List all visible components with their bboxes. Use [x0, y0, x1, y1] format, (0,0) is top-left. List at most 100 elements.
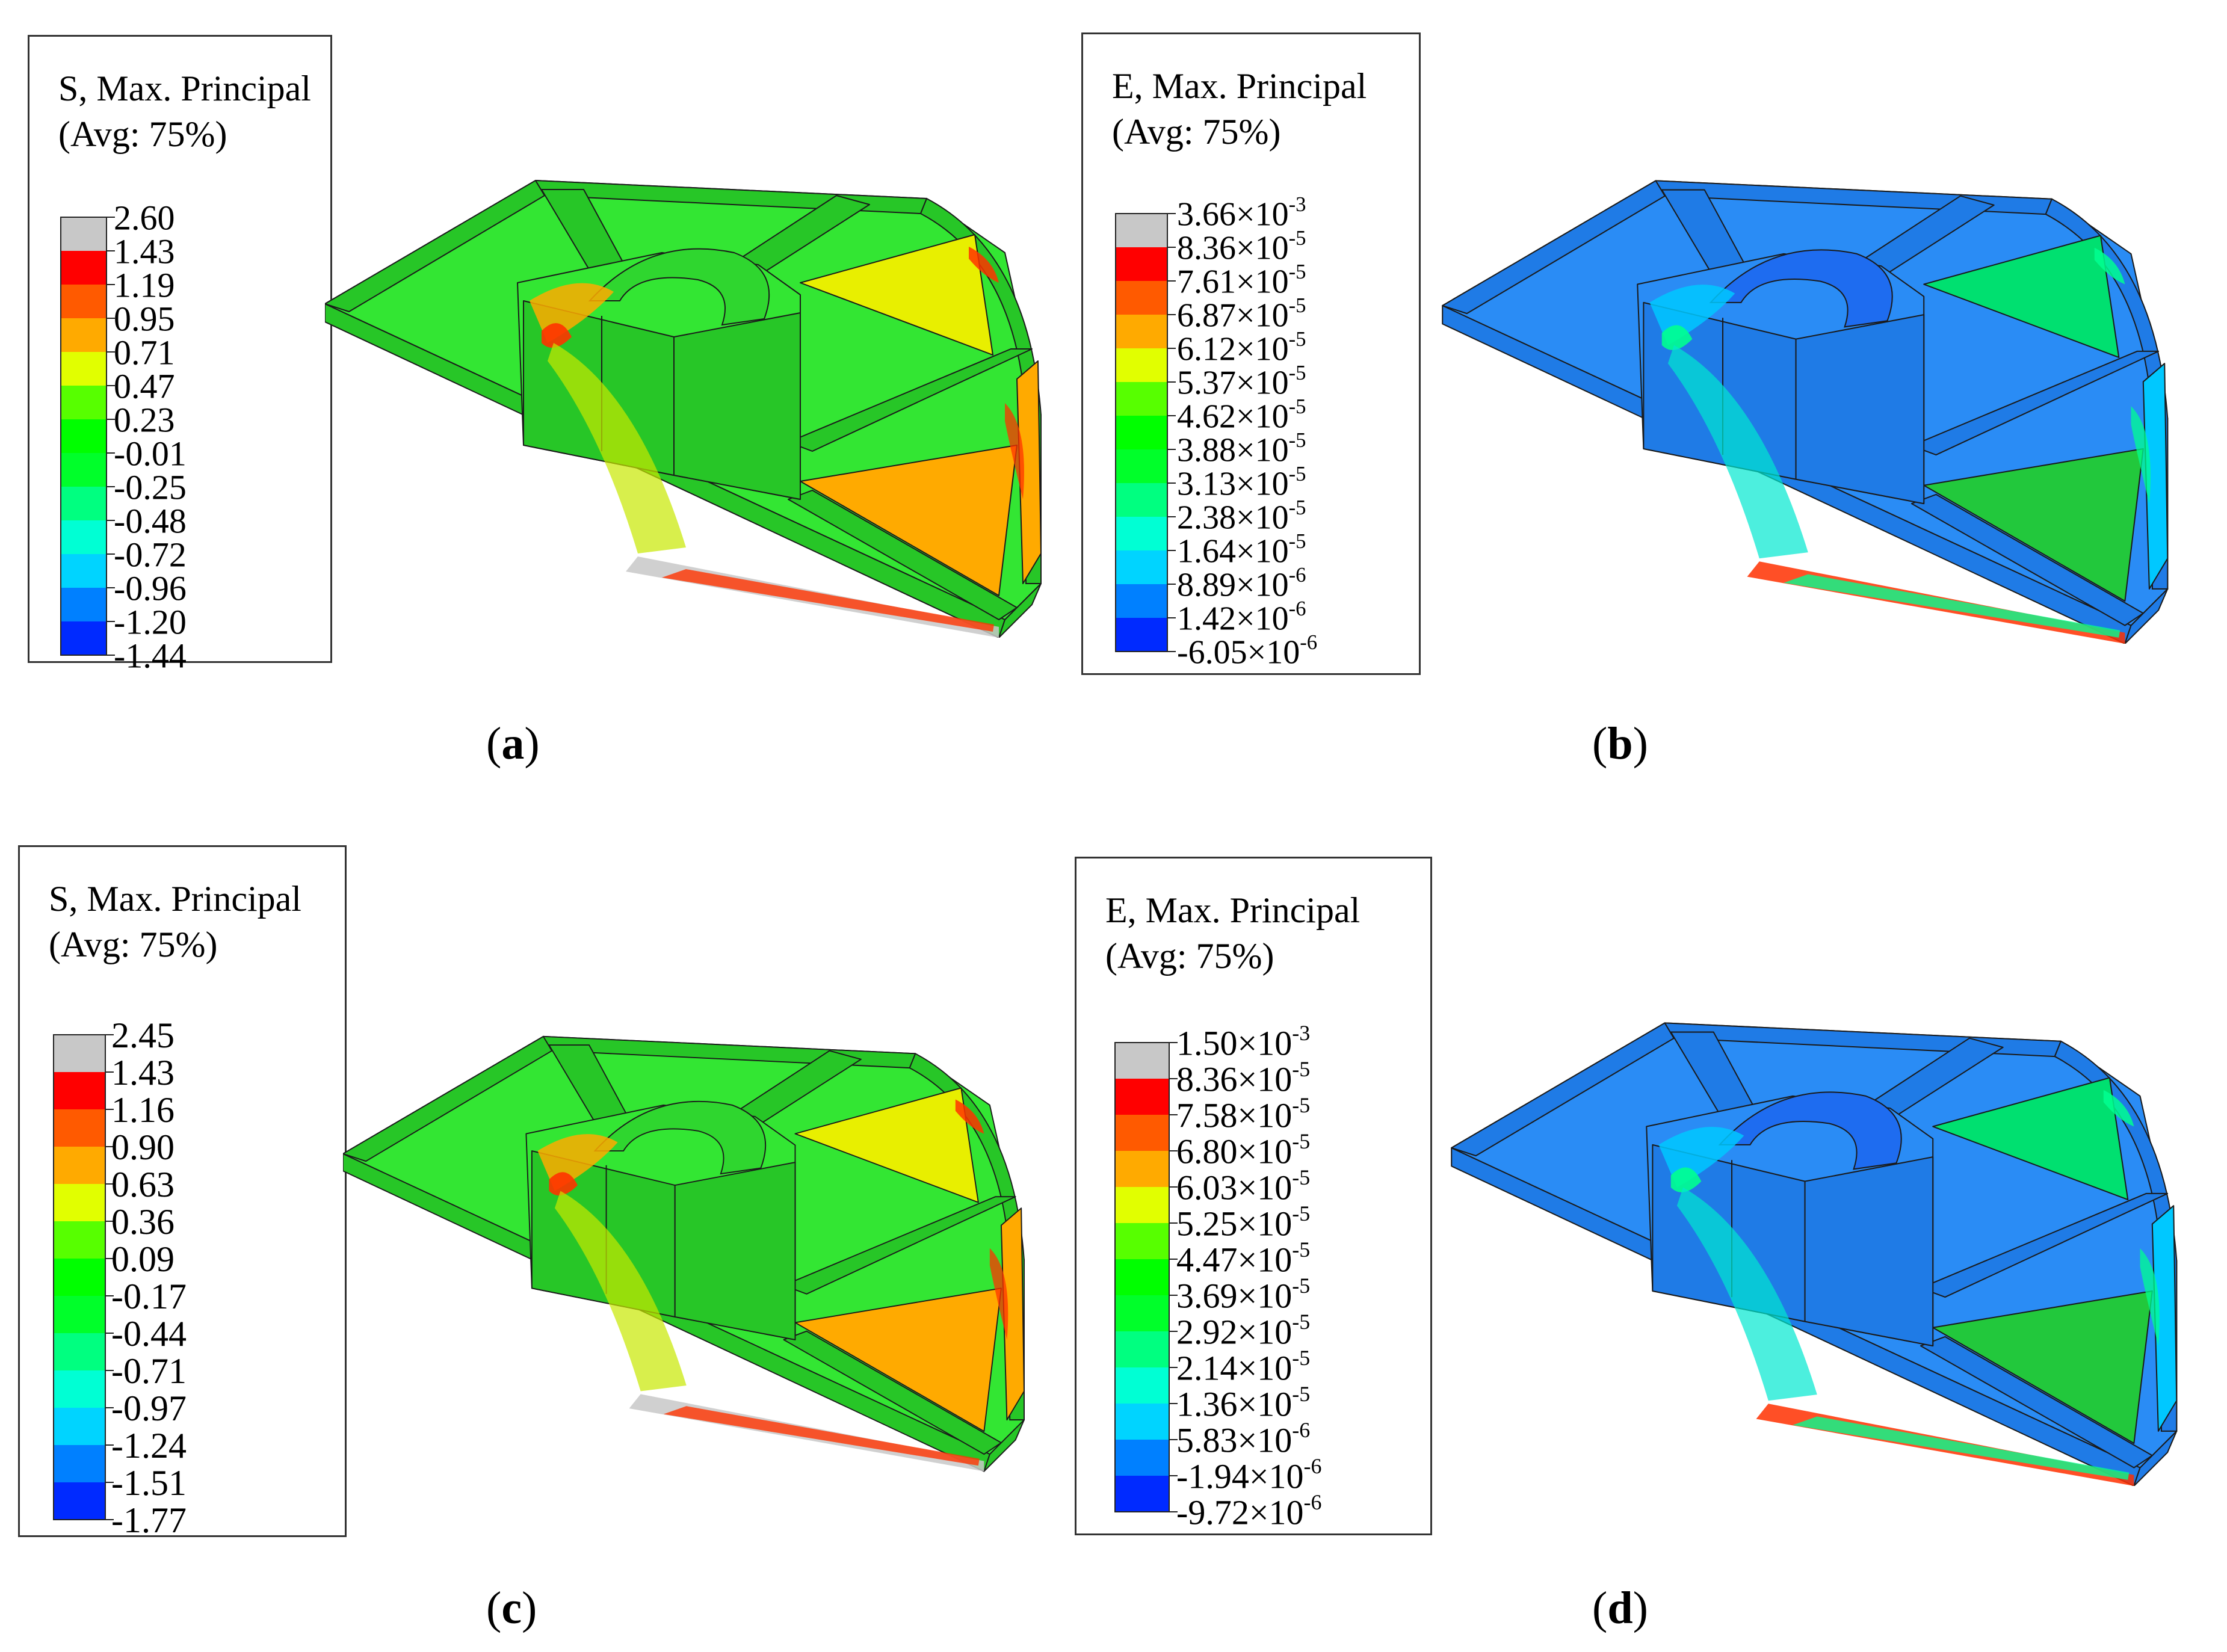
contour-band	[1667, 345, 1808, 559]
legend-band	[61, 285, 107, 318]
legend-tick-label: 2.14×10-5	[1176, 1346, 1310, 1387]
legend-band	[1115, 1151, 1169, 1187]
legend-exponent: -5	[1289, 496, 1306, 519]
semicircular-recess	[593, 1100, 766, 1175]
legend-tick-label: 0.09	[111, 1239, 175, 1279]
fe-model-b	[1442, 180, 2169, 644]
legend-tick-label: 6.80×10-5	[1176, 1129, 1310, 1171]
legend-tick-label: -1.51	[111, 1463, 187, 1503]
caption-a: (a)	[486, 718, 540, 769]
legend-band	[61, 554, 107, 588]
semicircular-recess	[1718, 1091, 1902, 1170]
legend-tick-label: 8.36×10-5	[1177, 226, 1306, 267]
legend-tick-label: 8.89×10-6	[1177, 563, 1306, 604]
legend-tick-label: -0.01	[114, 434, 187, 473]
legend-tick-label: 6.87×10-5	[1177, 294, 1306, 334]
rib-3	[783, 1196, 1016, 1295]
legend-exponent: -6	[1304, 1490, 1322, 1514]
legend-tick-label: 3.13×10-5	[1177, 462, 1306, 503]
legend-tick-label: 5.83×10-6	[1176, 1418, 1310, 1459]
legend-tick-label: 7.58×10-5	[1176, 1093, 1310, 1135]
legend-a-title: S, Max. Principal (Avg: 75%)	[58, 69, 311, 154]
legend-tick-label: -1.94×10-6	[1176, 1454, 1321, 1496]
legend-exponent: -3	[1292, 1021, 1310, 1045]
legend-tick-label: 4.62×10-5	[1177, 395, 1306, 436]
pocket-upper	[794, 1087, 979, 1203]
legend-bar-frame	[60, 217, 107, 656]
legend-exponent: -5	[1292, 1237, 1310, 1262]
legend-exponent: -5	[1289, 428, 1306, 452]
legend-band	[61, 621, 107, 655]
legend-band	[61, 487, 107, 520]
legend-exponent: -6	[1300, 630, 1317, 654]
legend-exponent: -5	[1292, 1310, 1310, 1334]
legend-b-title: E, Max. Principal (Avg: 75%)	[1112, 66, 1367, 152]
legend-band	[1115, 1079, 1169, 1115]
legend-tick-label: -0.97	[111, 1388, 187, 1428]
legend-band	[54, 1370, 105, 1408]
base-edge-band	[1793, 1416, 2130, 1480]
legend-tick-label: 1.19	[114, 265, 175, 304]
legend-exponent: -5	[1292, 1057, 1310, 1081]
legend-tick-label: 3.69×10-5	[1176, 1274, 1310, 1315]
legend-tick-label: 6.12×10-5	[1177, 327, 1306, 368]
pocket-right	[1016, 360, 1042, 584]
legend-band	[1116, 281, 1167, 315]
legend-a: S, Max. Principal (Avg: 75%) 2.60 1.43 1.1…	[28, 35, 332, 675]
legend-tick-label: -0.72	[114, 535, 187, 574]
contour-blob	[1670, 1167, 1702, 1192]
legend-tick-label: 5.25×10-5	[1176, 1201, 1310, 1243]
caption-d: (d)	[1592, 1583, 1648, 1633]
legend-d-scale: 1.50×10-38.36×10-57.58×10-56.80×10-56.03…	[1114, 1021, 1321, 1532]
central-block-side	[673, 312, 801, 500]
legend-band	[61, 352, 107, 386]
legend-c-scale: 2.451.431.160.900.630.360.09-0.17-0.44-0…	[53, 1016, 187, 1540]
legend-exponent: -5	[1289, 260, 1306, 283]
legend-tick-label: 0.71	[114, 333, 175, 372]
legend-band	[61, 217, 107, 251]
legend-exponent: -5	[1292, 1346, 1310, 1370]
legend-band	[1115, 1331, 1169, 1367]
legend-band	[54, 1109, 105, 1147]
legend-band	[54, 1147, 105, 1184]
legend-tick-label: 1.50×10-3	[1176, 1021, 1310, 1062]
legend-tick-label: -6.05×10-6	[1177, 630, 1317, 671]
legend-tick-label: -1.20	[114, 602, 187, 641]
legend-b-scale: 3.66×10-38.36×10-57.61×10-56.87×10-56.12…	[1115, 193, 1317, 671]
legend-exponent: -5	[1289, 395, 1306, 418]
legend-tick-label: -9.72×10-6	[1176, 1490, 1321, 1532]
legend-band	[1115, 1043, 1169, 1079]
legend-tick-label: 1.64×10-5	[1177, 529, 1306, 570]
contour-blob	[989, 1248, 1008, 1340]
legend-tick-label: 3.66×10-3	[1177, 193, 1306, 233]
pocket-lower	[1932, 1290, 2153, 1444]
legend-band	[1115, 1367, 1169, 1404]
rib-4	[783, 1330, 1002, 1455]
contour-band	[548, 343, 686, 553]
legend-band	[61, 588, 107, 621]
legend-tick-label: -0.25	[114, 467, 187, 507]
legend-band	[1116, 214, 1167, 247]
rib-4	[1920, 1336, 2153, 1469]
legend-exponent: -6	[1289, 563, 1306, 587]
legend-tick-label: 5.37×10-5	[1177, 361, 1306, 402]
legend-exponent: -5	[1289, 361, 1306, 384]
legend-tick-label: 1.16	[111, 1090, 175, 1130]
legend-band	[61, 453, 107, 487]
legend-tick-label: 2.38×10-5	[1177, 496, 1306, 537]
legend-band	[1116, 550, 1167, 584]
fe-model-a	[325, 180, 1042, 638]
legend-band	[54, 1072, 105, 1109]
central-block-side	[1795, 314, 1925, 505]
legend-tick-label: 4.47×10-5	[1176, 1237, 1310, 1279]
rib-4	[788, 490, 1018, 620]
legend-band	[61, 251, 107, 285]
legend-band	[54, 1035, 105, 1072]
legend-d: E, Max. Principal (Avg: 75%) 1.50×10-3 8.…	[1075, 857, 1432, 1535]
legend-bar-frame	[53, 1034, 106, 1520]
legend-band	[61, 419, 107, 453]
pocket-upper	[1923, 235, 2120, 359]
legend-band	[1116, 584, 1167, 618]
legend-band	[1116, 247, 1167, 281]
base-edge-band	[662, 569, 994, 632]
